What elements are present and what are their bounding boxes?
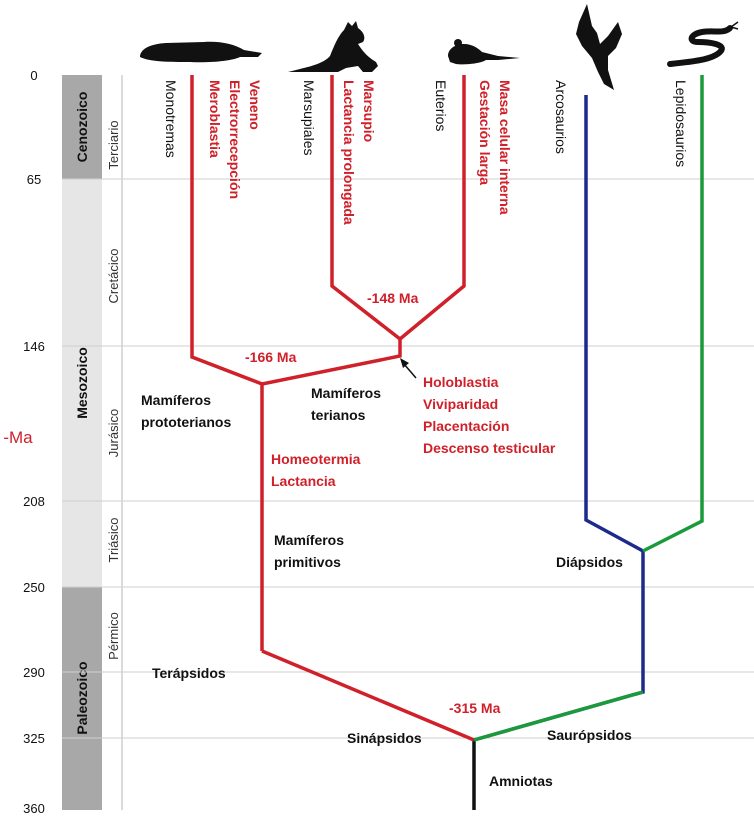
trait-descenso-testicular: Descenso testicular	[423, 440, 556, 456]
period-label-triasico: Triásico	[106, 517, 121, 562]
y-axis-title: -Ma	[3, 428, 33, 447]
branch-euterios	[398, 75, 466, 341]
trait-meroblastia: Meroblastia	[207, 80, 223, 158]
snake-tongue	[730, 21, 739, 30]
trait-veneno: Veneno	[247, 80, 263, 130]
period-label-terciario: Terciario	[106, 120, 121, 169]
date-label-315: -315 Ma	[449, 700, 501, 716]
y-tick-label: 208	[23, 494, 45, 509]
platypus-icon	[140, 41, 262, 63]
arrow-terianos	[400, 358, 417, 379]
era-column: Cenozoico Mesozoico Paleozoico	[62, 75, 102, 810]
node-label-diapsidos: Diápsidos	[556, 554, 623, 570]
trait-gestacion-larga: Gestación larga	[477, 80, 493, 185]
node-label-prototerianos-line2: prototerianos	[141, 414, 231, 430]
y-tick-label: 65	[27, 172, 41, 187]
wallaby-icon	[288, 21, 378, 72]
trait-holoblastia: Holoblastia	[423, 374, 499, 390]
trait-masa-celular: Masa celular interna	[497, 80, 513, 215]
period-column: Terciario Cretácico Jurásico Triásico Pé…	[106, 75, 123, 810]
trait-placentacion: Placentación	[423, 418, 509, 434]
trait-lactancia: Lactancia	[271, 473, 336, 489]
taxon-label-marsupiales: Marsupiales	[301, 80, 317, 155]
node-label-terianos-line1: Mamíferos	[311, 385, 381, 401]
y-tick-label: 360	[23, 801, 45, 816]
taxon-label-monotremas: Monotremas	[163, 80, 179, 158]
y-tick-label: 290	[23, 665, 45, 680]
trait-lactancia-prolongada: Lactancia prolongada	[341, 80, 357, 225]
y-tick-label: 325	[23, 731, 45, 746]
trait-homeotermia: Homeotermia	[271, 451, 361, 467]
node-label-terianos-line2: terianos	[311, 407, 366, 423]
period-label-jurasico: Jurásico	[106, 409, 121, 457]
taxon-label-lepidosaurios: Lepidosaurios	[673, 80, 689, 167]
era-band-mesozoico	[62, 179, 102, 587]
silhouettes	[140, 4, 739, 90]
era-label-cenozoico: Cenozoico	[74, 92, 90, 163]
y-tick-label: 146	[23, 339, 45, 354]
date-label-166: -166 Ma	[245, 349, 297, 365]
rat-icon	[448, 44, 520, 65]
node-label-prototerianos-line1: Mamíferos	[141, 392, 211, 408]
taxon-label-euterios: Euterios	[433, 80, 449, 131]
period-label-cretacico: Cretácico	[106, 249, 121, 304]
rat-ear	[454, 39, 462, 47]
era-band-cenozoico	[62, 75, 102, 179]
branch-marsupiales	[261, 75, 402, 386]
snake-icon	[667, 25, 733, 67]
taxon-label-arcosaurios: Arcosaurios	[553, 80, 569, 154]
era-label-paleozoico: Paleozoico	[74, 661, 90, 734]
y-tick-label: 0	[30, 68, 37, 83]
bird-icon	[576, 4, 622, 90]
gridlines	[62, 178, 754, 739]
era-band-paleozoico	[62, 587, 102, 810]
node-label-terapsidos: Terápsidos	[152, 665, 226, 681]
trait-viviparidad: Viviparidad	[423, 396, 498, 412]
node-label-sinapsidos: Sinápsidos	[347, 730, 422, 746]
trait-electrorrecepcion: Electrorrecepción	[227, 80, 243, 199]
date-label-148: -148 Ma	[367, 290, 419, 306]
y-axis: 0 65 146 208 250 290 325 360 -Ma	[3, 68, 44, 816]
horizontal-traits: Holoblastia Viviparidad Placentación Des…	[271, 374, 556, 489]
y-tick-label: 250	[23, 580, 45, 595]
taxa-labels: Monotremas Marsupiales Euterios Arcosaur…	[163, 80, 689, 167]
era-label-mesozoico: Mesozoico	[74, 347, 90, 419]
branch-sinapsidos	[261, 649, 475, 742]
branch-lepidosaurios	[642, 75, 704, 553]
node-label-sauropsidos: Saurópsidos	[547, 727, 632, 743]
period-label-permico: Pérmico	[106, 612, 121, 660]
branch-sauropsidos-green	[473, 690, 644, 742]
vertical-traits: Veneno Electrorrecepción Meroblastia Mar…	[207, 80, 513, 225]
date-labels: -148 Ma -166 Ma -315 Ma	[245, 290, 501, 716]
branch-arcosaurios	[584, 95, 644, 553]
branch-monotremas	[190, 75, 264, 651]
tree-branches	[190, 75, 704, 810]
trait-marsupio: Marsupio	[361, 80, 377, 142]
node-label-primitivos-line1: Mamíferos	[274, 532, 344, 548]
node-labels: Mamíferos prototerianos Mamíferos terian…	[141, 385, 632, 789]
node-label-amniotas: Amniotas	[489, 773, 553, 789]
node-label-primitivos-line2: primitivos	[274, 554, 341, 570]
